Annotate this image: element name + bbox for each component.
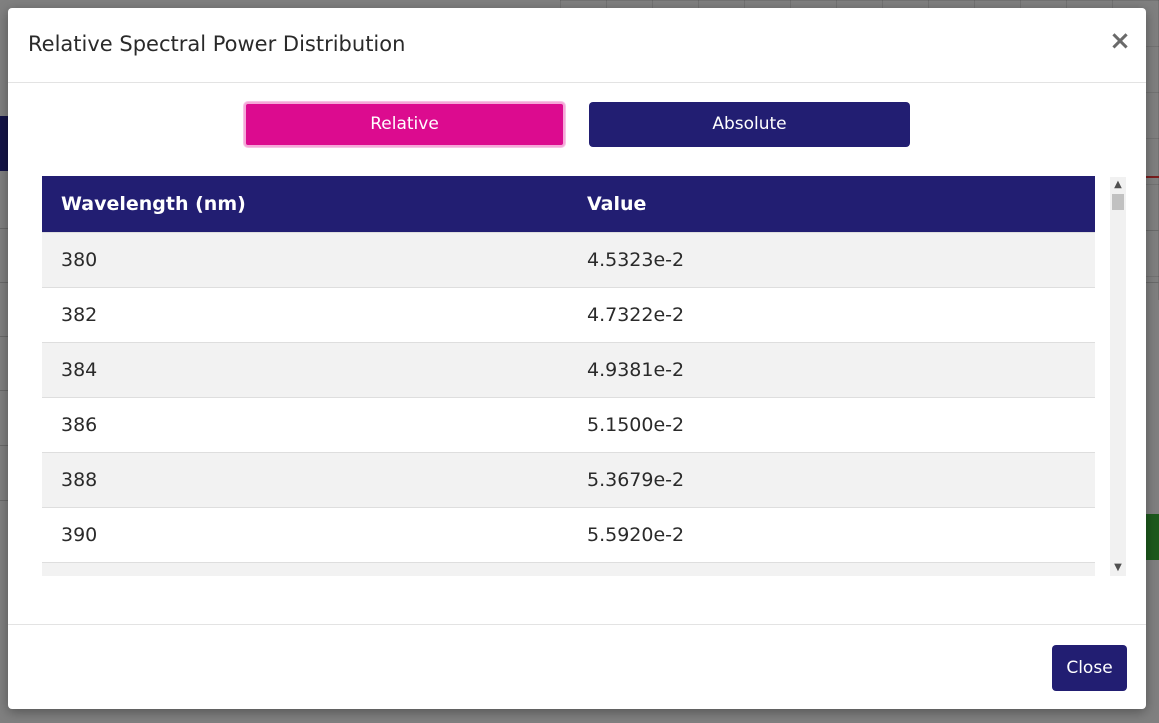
- cell-value: 4.5323e-2: [587, 248, 685, 271]
- table-row: 390 5.5920e-2: [42, 507, 1095, 562]
- table-scrollbar[interactable]: ▲ ▼: [1110, 177, 1126, 576]
- absolute-toggle-button[interactable]: Absolute: [589, 102, 910, 147]
- column-header-wavelength: Wavelength (nm): [61, 192, 246, 215]
- spectral-distribution-modal: Relative Spectral Power Distribution × R…: [8, 8, 1146, 709]
- table-header: Wavelength (nm) Value: [42, 176, 1095, 232]
- table-body: 380 4.5323e-2 382 4.7322e-2 384 4.9381e-…: [42, 232, 1095, 576]
- cell-wavelength: 388: [61, 468, 98, 491]
- background-left-bar: [0, 116, 8, 171]
- modal-header: Relative Spectral Power Distribution ×: [8, 8, 1146, 83]
- cell-value: 5.5920e-2: [587, 523, 685, 546]
- cell-wavelength: 386: [61, 413, 98, 436]
- spectral-table-container[interactable]: Wavelength (nm) Value 380 4.5323e-2 382 …: [42, 176, 1095, 576]
- background-divider: [0, 390, 8, 391]
- table-header-row: Wavelength (nm) Value: [42, 176, 1095, 232]
- cell-wavelength: 382: [61, 303, 98, 326]
- cell-value: 4.7322e-2: [587, 303, 685, 326]
- scroll-up-icon[interactable]: ▲: [1114, 179, 1122, 190]
- cell-wavelength: 384: [61, 358, 98, 381]
- background-divider: [0, 336, 8, 337]
- column-header-value: Value: [587, 192, 647, 215]
- cell-value: [568, 562, 1095, 576]
- background-divider: [0, 445, 8, 446]
- background-divider: [1146, 282, 1159, 283]
- close-button[interactable]: Close: [1052, 645, 1127, 691]
- modal-title: Relative Spectral Power Distribution: [28, 32, 406, 56]
- cell-value: 4.9381e-2: [587, 358, 685, 381]
- background-divider: [1146, 230, 1159, 231]
- table-row: 386 5.1500e-2: [42, 397, 1095, 452]
- cell-value: 5.1500e-2: [587, 413, 685, 436]
- background-green-button: [1146, 514, 1159, 560]
- table-row-partial: [42, 562, 1095, 576]
- cell-value: 5.3679e-2: [587, 468, 685, 491]
- cell-wavelength: [42, 562, 568, 576]
- background-red-line: [1146, 176, 1159, 178]
- spectral-table: Wavelength (nm) Value 380 4.5323e-2 382 …: [42, 176, 1095, 576]
- background-divider: [0, 282, 8, 283]
- scrollbar-thumb[interactable]: [1112, 194, 1124, 210]
- table-row: 388 5.3679e-2: [42, 452, 1095, 507]
- modal-footer: Close: [8, 624, 1146, 710]
- cell-wavelength: 380: [61, 248, 98, 271]
- relative-toggle-button[interactable]: Relative: [244, 102, 565, 147]
- cell-wavelength: 390: [61, 523, 98, 546]
- table-row: 384 4.9381e-2: [42, 342, 1095, 397]
- close-icon[interactable]: ×: [1109, 26, 1131, 56]
- background-divider: [0, 500, 8, 501]
- scroll-down-icon[interactable]: ▼: [1114, 562, 1122, 573]
- table-row: 380 4.5323e-2: [42, 232, 1095, 287]
- background-divider: [0, 228, 8, 229]
- table-row: 382 4.7322e-2: [42, 287, 1095, 342]
